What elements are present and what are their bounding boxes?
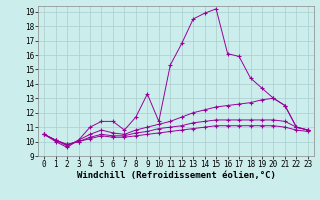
X-axis label: Windchill (Refroidissement éolien,°C): Windchill (Refroidissement éolien,°C) [76,171,276,180]
